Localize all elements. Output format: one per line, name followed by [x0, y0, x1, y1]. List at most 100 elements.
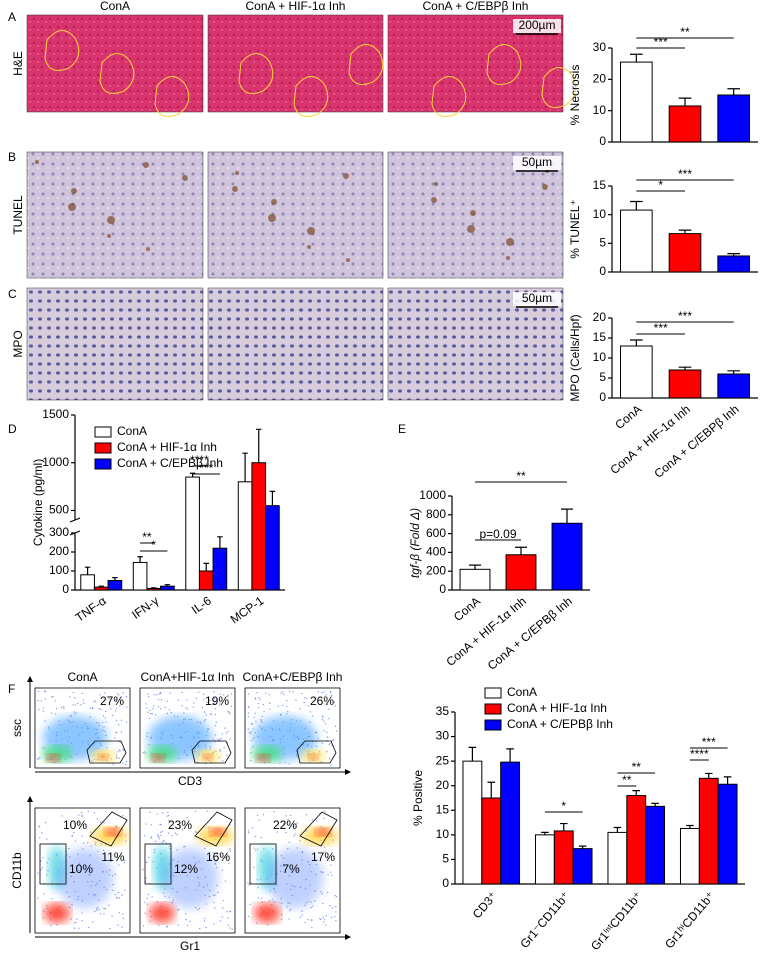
x-tick-label: ConA + HIF-1α Inh — [607, 402, 693, 477]
event — [198, 691, 200, 693]
bar — [620, 61, 653, 143]
event — [74, 697, 76, 699]
event — [120, 719, 123, 722]
event — [98, 707, 100, 710]
event — [248, 731, 250, 734]
event — [149, 712, 152, 715]
event — [86, 841, 89, 844]
micrograph — [26, 287, 204, 401]
event — [203, 920, 206, 922]
event — [100, 821, 102, 823]
event — [331, 916, 333, 919]
error-bar — [561, 508, 573, 524]
event — [115, 710, 117, 712]
event — [323, 919, 326, 921]
event — [117, 724, 120, 726]
event — [156, 813, 158, 815]
event — [214, 713, 217, 716]
y-tick-label: 35 — [436, 704, 450, 718]
legend-swatch — [94, 458, 112, 470]
flow-column-header: ConA+HIF-1α Inh — [141, 670, 235, 684]
necrosis-outline — [44, 30, 80, 71]
event — [75, 921, 77, 924]
event — [304, 921, 306, 924]
event — [323, 850, 326, 853]
error-bar — [678, 229, 692, 234]
event — [193, 702, 195, 704]
event — [254, 712, 256, 715]
event — [158, 838, 160, 840]
event — [227, 924, 230, 926]
event — [299, 840, 301, 842]
event — [228, 862, 230, 865]
event — [224, 880, 227, 882]
event — [293, 835, 295, 837]
event — [104, 692, 106, 694]
event — [266, 924, 269, 926]
y-tick-label: 1000 — [419, 488, 446, 502]
event — [151, 896, 153, 898]
stain — [232, 186, 238, 192]
event — [334, 725, 337, 727]
event — [114, 731, 117, 734]
event — [37, 700, 39, 702]
event — [92, 921, 94, 923]
gate-percent: 27% — [100, 694, 124, 708]
event — [199, 927, 201, 930]
y-tick-label: 1500 — [42, 407, 69, 421]
event — [102, 715, 105, 717]
event — [103, 822, 105, 824]
bar — [80, 574, 95, 591]
event — [61, 815, 63, 817]
significance-label: ** — [632, 760, 642, 774]
event — [153, 694, 155, 696]
event — [44, 720, 46, 722]
event — [219, 738, 221, 741]
event — [213, 923, 215, 925]
event — [261, 901, 263, 903]
necrosis-outline — [238, 53, 274, 94]
event — [122, 762, 124, 764]
event — [145, 703, 147, 705]
error-bar — [630, 200, 643, 211]
event — [81, 815, 84, 818]
event — [114, 737, 116, 739]
bar — [93, 586, 109, 591]
event — [121, 894, 123, 896]
event — [247, 830, 250, 832]
gate-percent: 10% — [63, 818, 87, 832]
event — [268, 693, 270, 696]
event — [307, 705, 309, 707]
event — [250, 882, 252, 884]
event — [304, 697, 306, 699]
event — [125, 721, 128, 723]
significance-label: *** — [199, 461, 213, 475]
event — [98, 908, 100, 911]
event — [177, 924, 180, 926]
event — [206, 701, 208, 704]
gate — [144, 843, 172, 885]
event — [248, 915, 250, 918]
event — [192, 706, 195, 708]
y-axis-label: % TUNEL⁺ — [568, 199, 582, 258]
event — [299, 916, 301, 918]
event — [42, 707, 45, 709]
bar — [620, 209, 653, 273]
event — [287, 710, 289, 713]
event — [195, 831, 198, 833]
event — [280, 692, 282, 694]
event — [280, 913, 283, 916]
event — [300, 692, 303, 695]
y-tick-label: 20 — [593, 310, 607, 324]
event — [38, 708, 40, 711]
event — [50, 925, 52, 927]
event — [116, 825, 118, 827]
event — [257, 702, 259, 705]
event — [323, 691, 325, 693]
event — [154, 714, 157, 716]
event — [292, 691, 294, 693]
event — [74, 713, 76, 715]
event — [260, 897, 263, 900]
event — [321, 718, 323, 721]
event — [209, 699, 211, 702]
